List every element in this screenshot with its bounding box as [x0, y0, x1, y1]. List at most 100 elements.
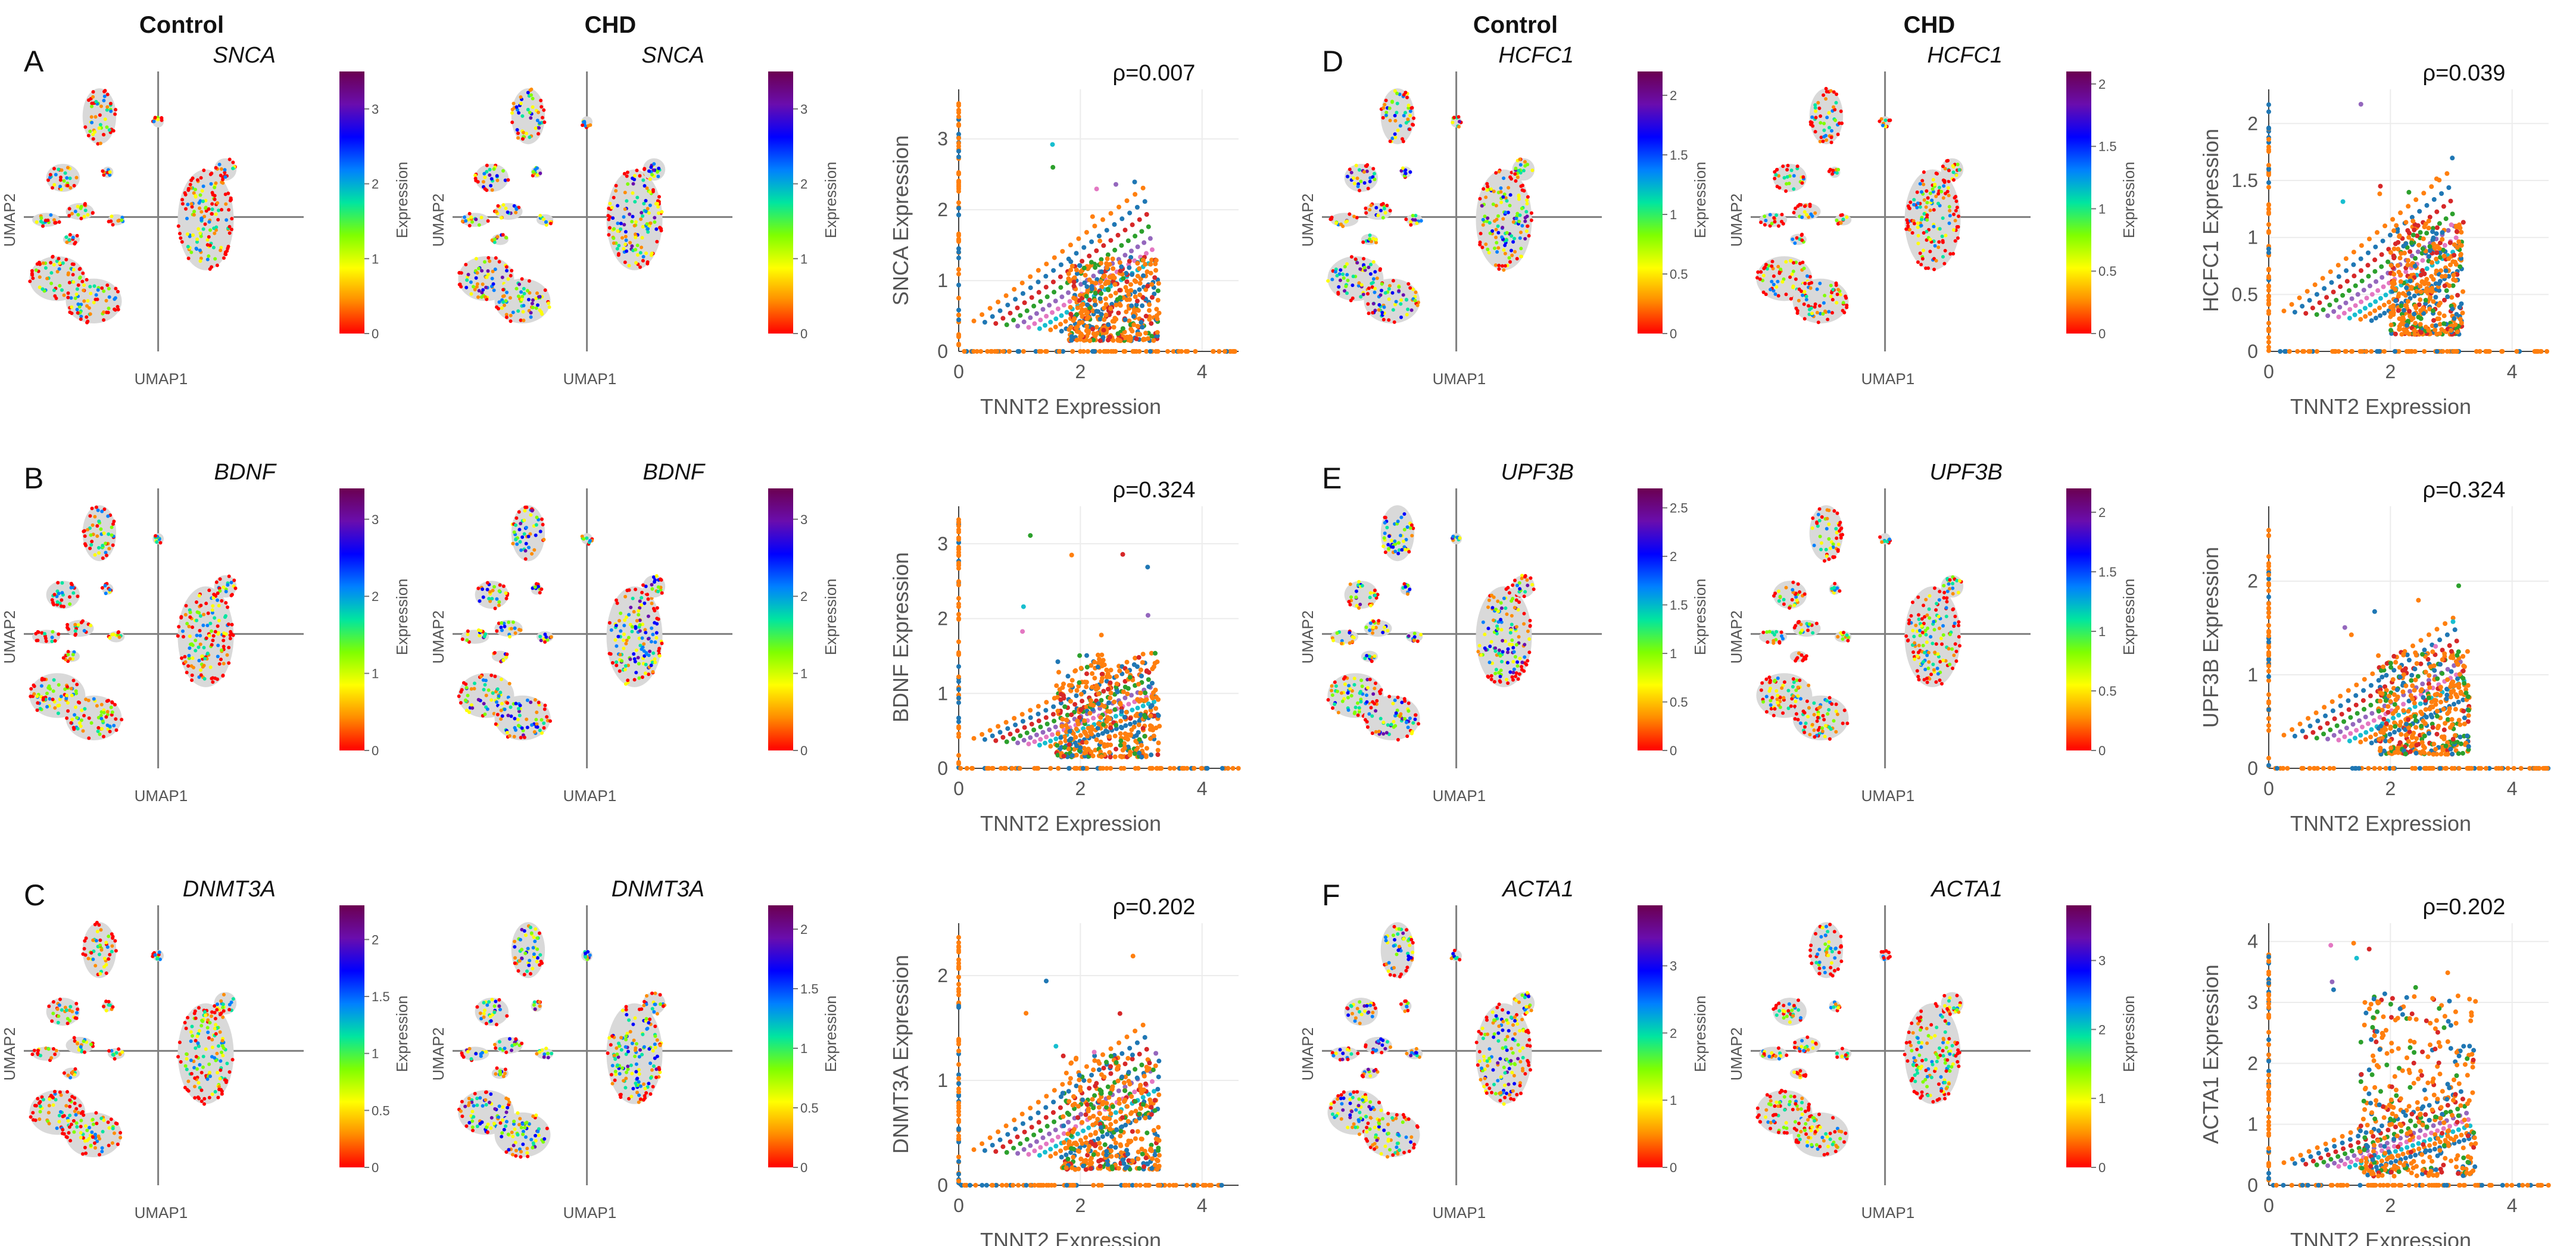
umap-cell-point: [660, 210, 664, 214]
scatter-point: [1026, 742, 1031, 747]
umap-cell-point: [483, 187, 487, 191]
scatter-point: [1059, 313, 1064, 318]
umap-cell-point: [472, 285, 475, 289]
scatter-point: [1096, 721, 1101, 726]
scatter-point: [1087, 277, 1092, 282]
umap-cell-point: [517, 510, 521, 514]
umap-cell-point: [1947, 169, 1951, 173]
umap-cell-point: [62, 179, 66, 183]
scatter-point: [1087, 711, 1093, 716]
umap-cell-point: [219, 245, 223, 250]
scatter-point: [1074, 693, 1079, 699]
umap-cell-point: [68, 657, 72, 661]
umap-cell-point: [1930, 198, 1934, 203]
umap-cell-point: [1524, 210, 1529, 214]
umap-cell-point: [68, 186, 73, 190]
umap-cell-point: [1517, 194, 1521, 197]
umap-cell-point: [220, 208, 224, 212]
umap-cell-point: [1395, 91, 1399, 95]
scatter-point: [1130, 222, 1135, 228]
umap-cell-point: [1404, 172, 1408, 176]
umap-cell-point: [181, 629, 185, 633]
scatter-point: [1137, 292, 1143, 298]
umap-cell-point: [523, 505, 528, 509]
scatter-point: [2454, 312, 2459, 317]
umap-cell-point: [481, 587, 485, 591]
scatter-point: [1084, 680, 1089, 685]
umap-cell-point: [229, 630, 233, 634]
scatter-point: [2266, 274, 2271, 279]
scatter-point: [2434, 209, 2440, 214]
scatter-point: [2430, 237, 2435, 242]
umap-cell-point: [55, 600, 60, 604]
umap-cell-point: [1369, 263, 1373, 267]
scatter-point: [1080, 699, 1085, 704]
scatter-point: [2434, 250, 2440, 256]
umap-cell-point: [1519, 254, 1523, 258]
umap-cell-point: [616, 222, 620, 225]
scatter-point: [2266, 230, 2271, 235]
umap-cell-point: [1942, 179, 1947, 183]
scatter-point: [2416, 314, 2421, 320]
scatter-point: [956, 519, 961, 525]
umap-cell-point: [639, 217, 643, 221]
umap-cell-point: [1779, 267, 1783, 272]
umap-cell-point: [1834, 283, 1838, 287]
scatter-point: [1036, 711, 1041, 717]
umap-cell-point: [68, 595, 71, 599]
umap-cell-point: [485, 581, 489, 585]
scatter-point: [1149, 247, 1155, 253]
umap-cell-point: [86, 133, 91, 138]
umap-cell-point: [1825, 89, 1829, 94]
scatter-point: [2433, 323, 2438, 328]
scatter-point: [1132, 720, 1137, 725]
umap-cell-point: [1777, 271, 1782, 275]
umap-cell-point: [43, 266, 48, 270]
umap-cell-point: [1505, 199, 1509, 203]
scatter-point: [2377, 305, 2382, 310]
scatter-point: [2430, 289, 2435, 294]
scatter-point: [1114, 681, 1119, 687]
scatter-point: [1089, 731, 1094, 737]
umap-cell-point: [153, 116, 157, 120]
umap-cell-point: [87, 736, 91, 740]
scatter-point: [2358, 102, 2363, 107]
scatter-point: [997, 308, 1003, 313]
umap-cell-point: [185, 622, 189, 625]
scatter-point: [2399, 332, 2405, 337]
scatter-point: [1028, 274, 1033, 279]
umap-cell-point: [486, 272, 490, 276]
umap-cell-point: [192, 213, 196, 217]
umap-cell-point: [1391, 279, 1395, 283]
scatter-point: [2358, 317, 2363, 322]
umap-cell-point: [1776, 224, 1780, 228]
scatter-point: [1105, 256, 1110, 261]
umap-cell-point: [1818, 281, 1822, 285]
umap-cell-point: [1359, 179, 1363, 183]
umap-cell-point: [632, 652, 636, 656]
umap-cell-point: [102, 318, 106, 322]
scatter-point: [1018, 313, 1023, 318]
umap-cell-point: [52, 288, 56, 292]
umap-cell-point: [542, 721, 546, 725]
scatter-point: [2343, 256, 2349, 261]
scatter-point: [1112, 699, 1117, 705]
umap-cell-point: [1810, 312, 1814, 316]
umap-cell-point: [1953, 219, 1957, 223]
umap-cell-point: [654, 636, 659, 640]
umap-cell-point: [646, 597, 650, 601]
scatter-point: [1118, 738, 1124, 743]
scatter-point: [1104, 265, 1109, 270]
scatter-point: [2430, 260, 2434, 265]
umap-cell-point: [219, 167, 223, 171]
scatter-point: [2410, 316, 2416, 321]
scatter-point: [1119, 709, 1124, 714]
umap-cell-point: [76, 727, 80, 731]
scatter-point: [974, 349, 980, 354]
umap2-label: UMAP2: [1, 194, 18, 247]
scatter-point: [1001, 349, 1006, 354]
scatter-point: [956, 122, 961, 127]
umap-cell-point: [1409, 106, 1414, 110]
umap-cell-point: [1838, 292, 1842, 297]
umap-cell-point: [1377, 303, 1381, 307]
